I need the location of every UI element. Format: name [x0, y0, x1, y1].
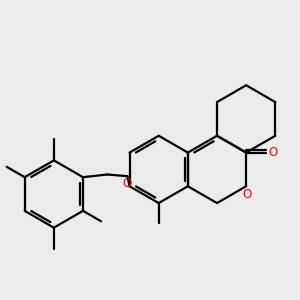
Text: O: O — [243, 188, 252, 201]
Text: O: O — [123, 177, 132, 190]
Text: O: O — [268, 146, 278, 159]
